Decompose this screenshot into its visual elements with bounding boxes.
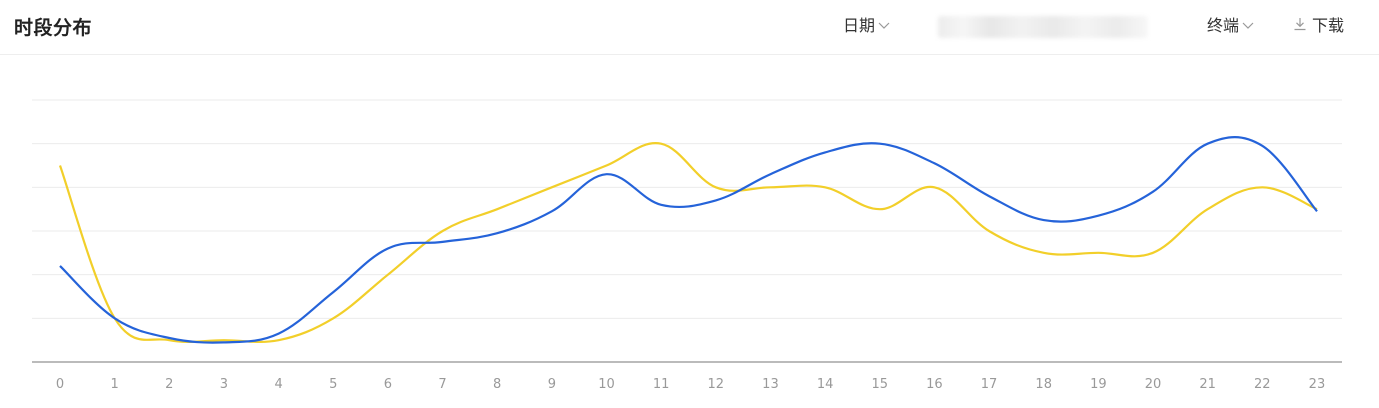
x-tick-label: 13 (762, 377, 779, 392)
blurred-filter-area (938, 16, 1148, 38)
x-tick-label: 10 (598, 377, 615, 392)
series-line-yellow (58, 142, 1318, 344)
x-tick-labels: 0 1 2 3 4 5 6 7 8 9 10 11 12 13 14 15 16 17 18 19 20 21 22 23 (56, 377, 1325, 392)
series-line-blue (59, 136, 1318, 344)
x-tick-label: 5 (329, 377, 337, 392)
date-dropdown-label: 日期 (843, 16, 876, 35)
x-tick-label: 20 (1145, 377, 1162, 392)
x-tick-label: 0 (56, 377, 64, 392)
x-tick-label: 22 (1254, 377, 1271, 392)
x-tick-label: 8 (493, 377, 501, 392)
x-tick-label: 11 (653, 377, 670, 392)
time-distribution-chart: 0 1 2 3 4 5 6 7 8 9 10 11 12 13 14 15 16 17 18 19 20 21 22 23 (32, 99, 1342, 392)
download-label: 下载 (1312, 16, 1345, 35)
grid-lines (32, 99, 1342, 319)
chart-header: 时段分布 日期 终端 下载 (0, 0, 1379, 55)
page-title: 时段分布 (14, 17, 93, 39)
x-tick-label: 6 (384, 377, 392, 392)
x-tick-label: 18 (1035, 377, 1052, 392)
x-tick-label: 3 (220, 377, 228, 392)
x-tick-label: 1 (111, 377, 119, 392)
download-button[interactable]: 下载 (1293, 12, 1344, 36)
x-tick-label: 17 (981, 377, 998, 392)
x-tick-label: 12 (708, 377, 725, 392)
terminal-dropdown-label: 终端 (1207, 16, 1240, 35)
x-tick-label: 7 (438, 377, 446, 392)
date-dropdown[interactable]: 日期 (843, 12, 890, 36)
x-tick-label: 14 (817, 377, 834, 392)
x-tick-label: 4 (274, 377, 282, 392)
chevron-down-icon (1242, 15, 1254, 34)
terminal-dropdown[interactable]: 终端 (1207, 12, 1254, 36)
x-tick-label: 19 (1090, 377, 1107, 392)
x-tick-label: 21 (1199, 377, 1216, 392)
x-tick-label: 16 (926, 377, 943, 392)
chart-series (58, 136, 1318, 344)
x-tick-label: 23 (1309, 377, 1326, 392)
chevron-down-icon (878, 15, 890, 34)
x-tick-label: 9 (548, 377, 556, 392)
download-icon (1294, 18, 1306, 31)
x-tick-label: 2 (165, 377, 173, 392)
x-tick-label: 15 (871, 377, 888, 392)
